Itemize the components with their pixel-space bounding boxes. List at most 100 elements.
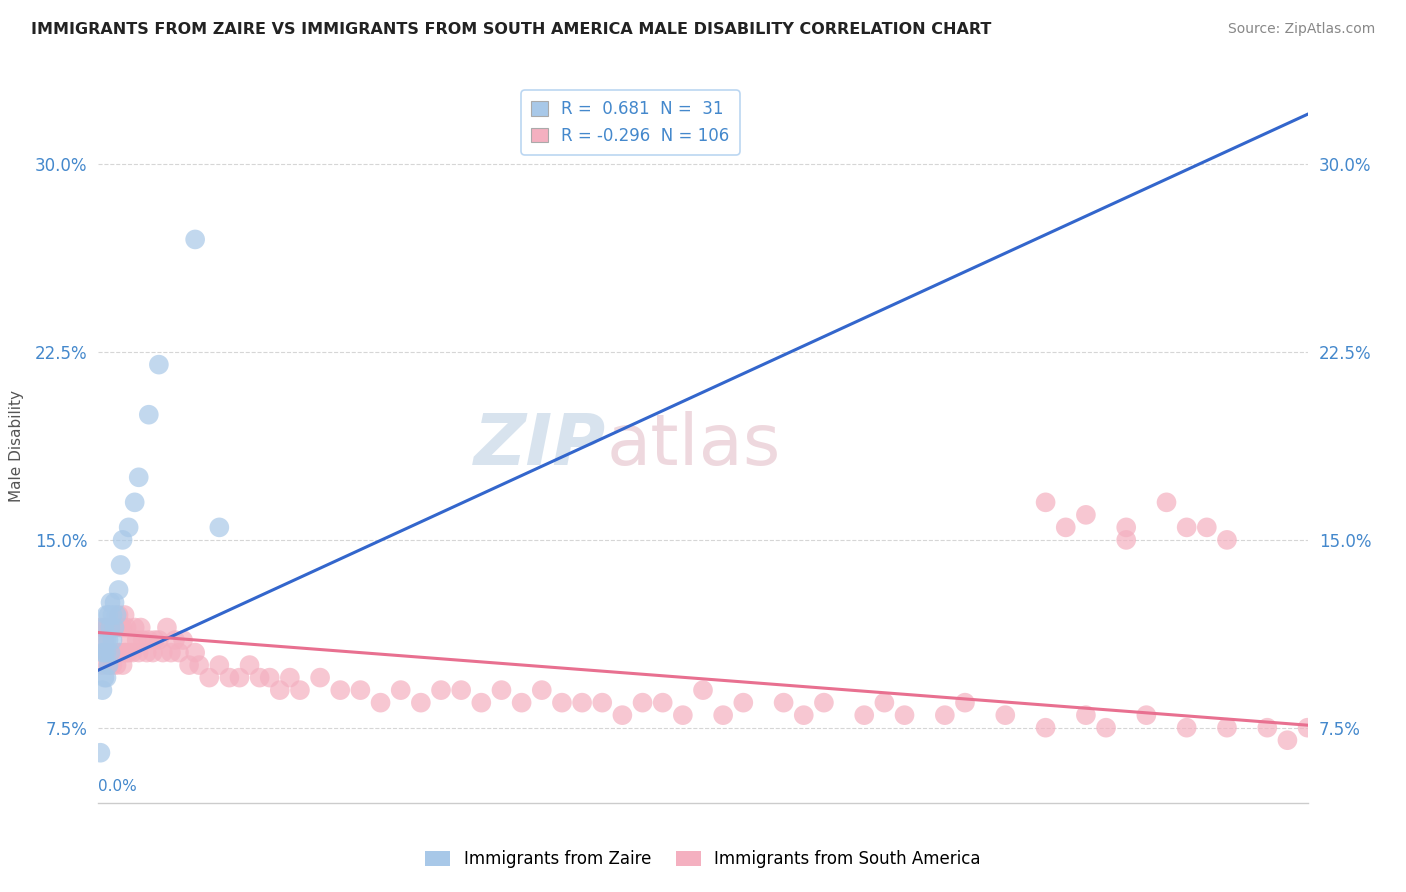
Point xyxy=(96,607,118,622)
Point xyxy=(772,696,794,710)
Point xyxy=(93,621,115,635)
Point xyxy=(107,582,129,597)
Point xyxy=(551,696,574,710)
Point xyxy=(349,683,371,698)
Point xyxy=(143,633,166,648)
Point xyxy=(1175,520,1198,534)
Point xyxy=(184,646,207,660)
Point xyxy=(309,671,332,685)
Point xyxy=(1074,708,1097,723)
Legend: Immigrants from Zaire, Immigrants from South America: Immigrants from Zaire, Immigrants from S… xyxy=(419,844,987,875)
Point xyxy=(93,646,115,660)
Point xyxy=(152,646,174,660)
Point xyxy=(259,671,281,685)
Point xyxy=(208,658,231,673)
Point xyxy=(530,683,553,698)
Point xyxy=(591,696,613,710)
Point xyxy=(1135,708,1157,723)
Point xyxy=(269,683,291,698)
Point xyxy=(97,658,120,673)
Point xyxy=(103,646,125,660)
Point xyxy=(1216,533,1239,547)
Point xyxy=(994,708,1017,723)
Point xyxy=(138,633,160,648)
Point xyxy=(97,633,120,648)
Point xyxy=(111,533,134,547)
Point xyxy=(163,633,186,648)
Point xyxy=(873,696,896,710)
Point xyxy=(96,633,118,648)
Point xyxy=(105,658,128,673)
Point xyxy=(278,671,301,685)
Point xyxy=(1095,721,1118,735)
Point xyxy=(96,671,118,685)
Point xyxy=(934,708,956,723)
Point xyxy=(101,621,124,635)
Point xyxy=(89,746,111,760)
Point xyxy=(1035,721,1057,735)
Point xyxy=(105,621,128,635)
Point xyxy=(389,683,412,698)
Point xyxy=(450,683,472,698)
Point xyxy=(103,621,125,635)
Point xyxy=(813,696,835,710)
Point xyxy=(89,621,111,635)
Point xyxy=(1054,520,1077,534)
Point xyxy=(100,595,122,609)
Point xyxy=(100,646,122,660)
Y-axis label: Male Disability: Male Disability xyxy=(8,390,24,502)
Point xyxy=(132,633,155,648)
Point xyxy=(135,646,157,660)
Point xyxy=(893,708,915,723)
Point xyxy=(491,683,513,698)
Point xyxy=(692,683,714,698)
Point xyxy=(208,520,231,534)
Point xyxy=(120,633,142,648)
Point xyxy=(651,696,673,710)
Point xyxy=(160,646,183,660)
Point xyxy=(118,646,141,660)
Point xyxy=(612,708,634,723)
Point xyxy=(124,495,146,509)
Point xyxy=(114,607,136,622)
Point xyxy=(188,658,211,673)
Point xyxy=(1156,495,1178,509)
Point xyxy=(631,696,654,710)
Point xyxy=(571,696,593,710)
Point xyxy=(93,633,115,648)
Point xyxy=(105,607,128,622)
Point xyxy=(198,671,221,685)
Point xyxy=(103,621,125,635)
Point xyxy=(228,671,250,685)
Point xyxy=(111,658,134,673)
Point xyxy=(138,408,160,422)
Point xyxy=(510,696,533,710)
Point xyxy=(101,658,124,673)
Point xyxy=(1074,508,1097,522)
Point xyxy=(172,633,194,648)
Point xyxy=(793,708,815,723)
Point xyxy=(114,646,136,660)
Point xyxy=(128,646,150,660)
Point xyxy=(101,607,124,622)
Point xyxy=(1115,520,1137,534)
Point xyxy=(125,633,148,648)
Point xyxy=(118,520,141,534)
Point xyxy=(101,633,124,648)
Point xyxy=(97,658,120,673)
Point xyxy=(1195,520,1218,534)
Point xyxy=(91,646,114,660)
Text: IMMIGRANTS FROM ZAIRE VS IMMIGRANTS FROM SOUTH AMERICA MALE DISABILITY CORRELATI: IMMIGRANTS FROM ZAIRE VS IMMIGRANTS FROM… xyxy=(31,22,991,37)
Point xyxy=(91,658,114,673)
Point xyxy=(218,671,240,685)
Point xyxy=(184,232,207,246)
Point xyxy=(142,646,165,660)
Point xyxy=(249,671,271,685)
Point xyxy=(370,696,392,710)
Point xyxy=(733,696,755,710)
Point xyxy=(97,607,120,622)
Point xyxy=(148,358,170,372)
Point xyxy=(129,621,152,635)
Point xyxy=(288,683,311,698)
Point xyxy=(853,708,876,723)
